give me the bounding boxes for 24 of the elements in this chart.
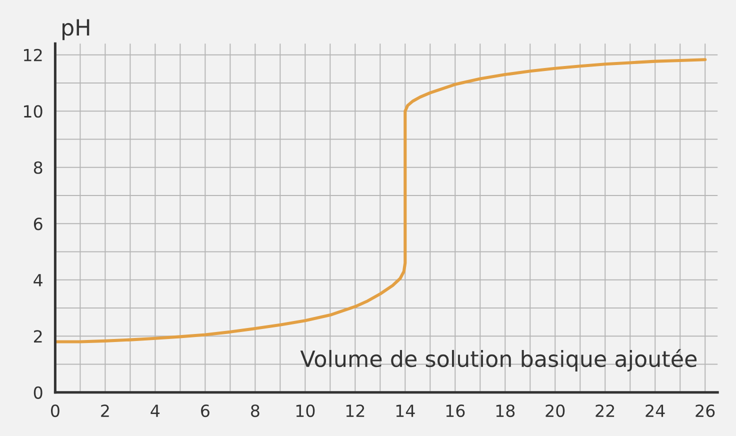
y-tick-label: 2 <box>34 330 42 342</box>
x-tick-label: 6 <box>201 404 210 418</box>
y-tick-label: 0 <box>34 386 42 399</box>
x-tick-label: 24 <box>646 404 665 417</box>
y-tick-label: 6 <box>34 218 42 230</box>
x-axis-title: Volume de solution basique ajoutée <box>300 349 697 372</box>
y-axis-title: pH <box>62 19 90 40</box>
x-tick-label: 22 <box>596 404 614 417</box>
x-tick-label: 10 <box>296 404 315 418</box>
x-tick-label: 14 <box>396 404 415 417</box>
y-tick-label: 10 <box>24 105 42 118</box>
line-series <box>55 58 707 344</box>
x-tick-label: 26 <box>696 404 715 418</box>
y-tick-label: 4 <box>34 274 42 286</box>
x-tick-label: 12 <box>346 404 364 417</box>
y-tick-label: 8 <box>34 161 42 174</box>
x-tick-label: 18 <box>496 404 515 418</box>
x-tick-label: 16 <box>446 404 465 418</box>
x-tick-label: 4 <box>150 404 160 417</box>
x-tick-label: 20 <box>546 404 565 418</box>
y-tick-label: 12 <box>24 48 42 62</box>
x-tick-label: 0 <box>50 404 60 418</box>
x-tick-label: 2 <box>101 404 109 417</box>
x-tick-label: 8 <box>251 404 260 418</box>
